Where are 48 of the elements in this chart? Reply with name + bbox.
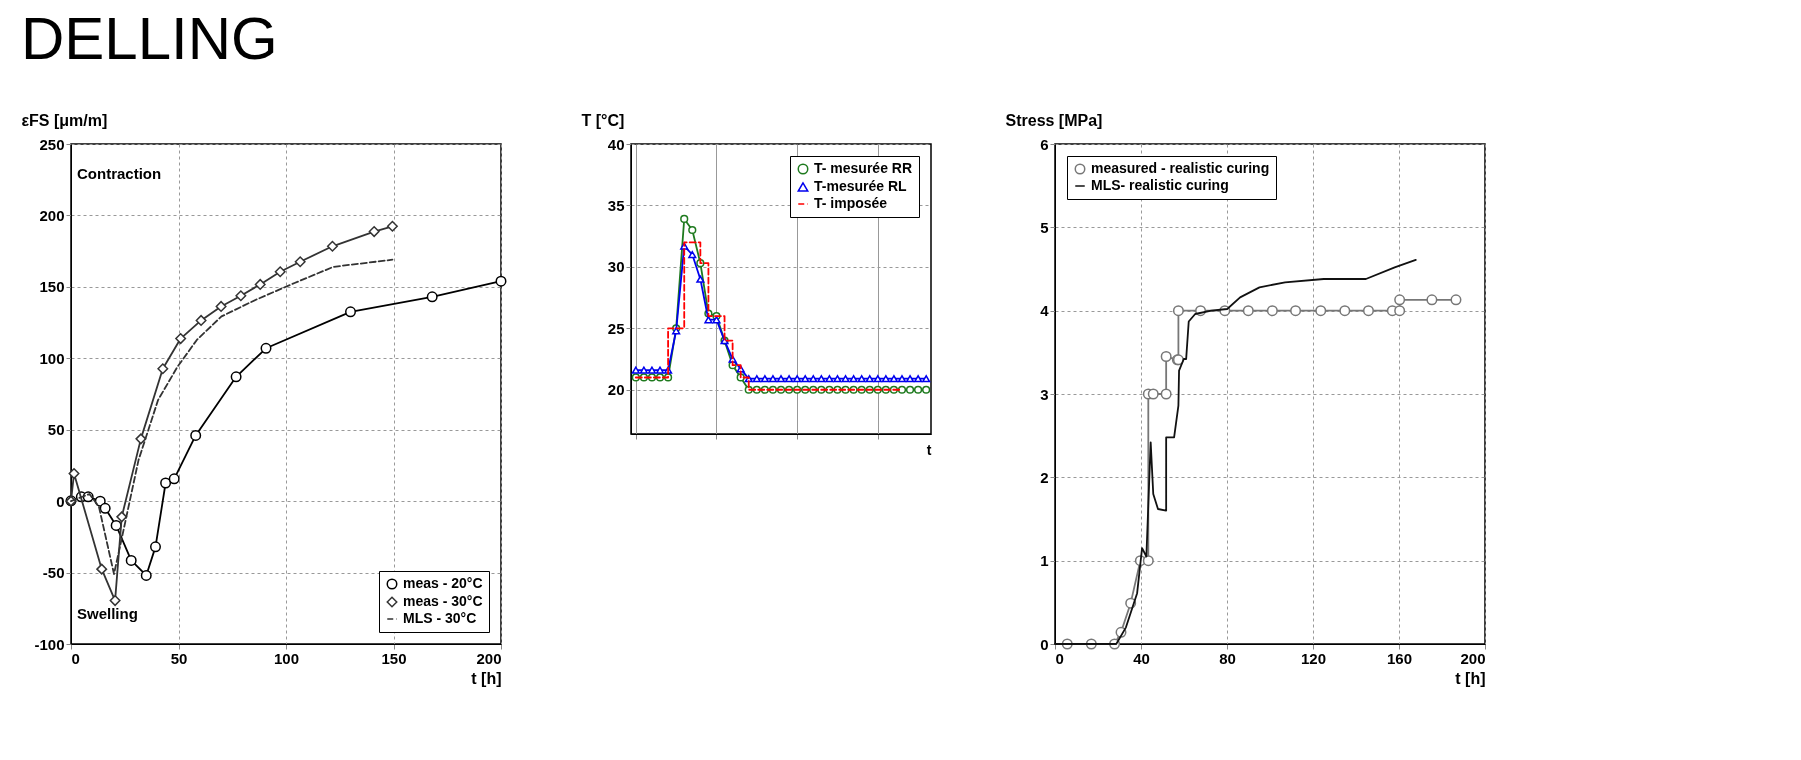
- y-tick-label: 150: [39, 278, 65, 296]
- legend-label: T-mesurée RL: [814, 178, 908, 194]
- y-tick-label: 40: [607, 135, 625, 153]
- y-tick-label: 200: [39, 206, 65, 224]
- x-tick-label: 160: [1386, 649, 1413, 667]
- x-axis-title: t: [926, 442, 932, 458]
- y-tick-label: 30: [607, 258, 625, 276]
- y-tick-label: 3: [1040, 385, 1049, 403]
- y-tick-label: 1: [1040, 552, 1049, 570]
- annotation: Swelling: [77, 605, 138, 622]
- legend-label: MLS - 30°C: [403, 610, 477, 626]
- legend-label: T- imposée: [814, 195, 888, 211]
- x-tick-label: 150: [381, 649, 407, 667]
- x-tick-label: 40: [1133, 649, 1150, 667]
- y-tick-label: 100: [39, 349, 65, 367]
- x-axis-title: t [h]: [471, 669, 502, 687]
- y-tick-label: 20: [607, 381, 625, 399]
- legend-label: meas - 30°C: [403, 593, 483, 609]
- legend-label: T- mesurée RR: [814, 160, 913, 176]
- y-tick-label: 25: [607, 319, 625, 337]
- x-axis-title: t [h]: [1455, 669, 1486, 687]
- y-tick-label: 35: [607, 196, 625, 214]
- x-tick-label: 80: [1219, 649, 1236, 667]
- y-tick-label: 2: [1040, 468, 1049, 486]
- x-tick-label: 200: [1460, 649, 1486, 667]
- y-tick-label: 0: [1040, 635, 1049, 653]
- legend-label: meas - 20°C: [403, 575, 483, 591]
- y-tick-label: 4: [1040, 302, 1050, 320]
- y-tick-label: 250: [39, 135, 65, 153]
- x-tick-label: 50: [170, 649, 188, 667]
- y-tick-label: 50: [47, 421, 65, 439]
- y-axis-title: εFS [μm/m]: [21, 111, 108, 129]
- legend-label: MLS- realistic curing: [1091, 177, 1229, 193]
- x-tick-label: 100: [273, 649, 300, 667]
- y-tick-label: 0: [56, 492, 65, 510]
- y-tick-label: -100: [34, 635, 65, 653]
- annotation: Contraction: [77, 165, 162, 182]
- x-tick-label: 200: [476, 649, 502, 667]
- y-tick-label: 6: [1040, 135, 1049, 153]
- x-tick-label: 0: [71, 649, 80, 667]
- y-axis-title: Stress [MPa]: [1005, 111, 1103, 129]
- y-tick-label: -50: [42, 564, 65, 582]
- y-tick-label: 5: [1040, 218, 1049, 236]
- chart-title: DELLING: [21, 5, 278, 72]
- legend-label: measured - realistic curing: [1091, 160, 1270, 176]
- x-tick-label: 120: [1300, 649, 1327, 667]
- x-tick-label: 0: [1055, 649, 1064, 667]
- y-axis-title: T [°C]: [581, 111, 625, 129]
